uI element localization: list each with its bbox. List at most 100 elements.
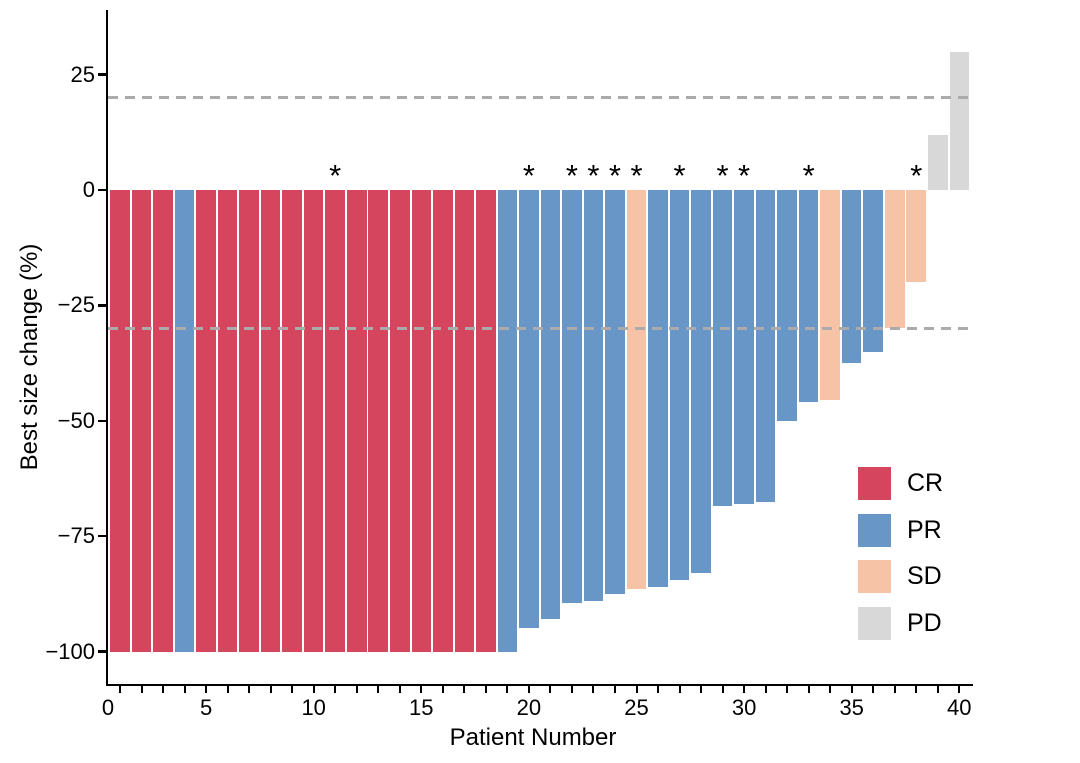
x-tick-26 [657, 686, 660, 693]
x-tick-label-30: 30 [731, 695, 757, 720]
x-tick-2 [140, 686, 143, 693]
x-tick-21 [549, 686, 552, 693]
legend: CR PR SD PD [858, 467, 943, 653]
bar-patient-6 [217, 190, 238, 652]
asterisk-patient-22: * [565, 158, 578, 193]
y-tick-label--100: −100 [45, 638, 95, 664]
bar-patient-18 [476, 190, 496, 652]
x-tick-label-10: 10 [301, 695, 326, 720]
x-tick-20 [527, 686, 530, 693]
x-tick-30 [743, 686, 746, 693]
x-tick-31 [764, 686, 767, 693]
y-axis-line [105, 10, 108, 686]
x-tick-40 [958, 686, 961, 693]
asterisk-patient-11: * [329, 158, 342, 193]
x-tick-label-20: 20 [516, 695, 542, 720]
x-tick-24 [613, 686, 616, 693]
x-tick-1 [119, 686, 122, 693]
x-tick-25 [635, 686, 638, 693]
x-axis-line [105, 683, 973, 686]
x-tick-27 [678, 686, 681, 693]
asterisk-patient-30: * [738, 158, 751, 193]
x-tick-14 [398, 686, 401, 693]
bar-patient-22 [562, 190, 582, 604]
asterisk-patient-25: * [630, 158, 643, 193]
x-tick-label-35: 35 [839, 695, 864, 720]
bar-patient-31 [755, 190, 776, 502]
bar-patient-1 [110, 190, 130, 652]
x-tick-5 [205, 686, 208, 693]
bar-patient-16 [433, 190, 453, 652]
reference-line-20 [108, 96, 968, 100]
x-tick-12 [355, 686, 358, 693]
x-tick-label-15: 15 [409, 695, 434, 720]
asterisk-patient-33: * [802, 158, 815, 193]
x-tick-19 [506, 686, 509, 693]
y-axis-title: Best size change (%) [16, 243, 43, 471]
legend-label-pd: PD [907, 608, 942, 637]
bar-patient-3 [153, 190, 173, 652]
legend-item-sd: SD [858, 560, 943, 593]
bar-patient-20 [519, 190, 539, 629]
x-tick-34 [829, 686, 832, 693]
bar-patient-13 [368, 190, 389, 652]
bar-patient-26 [648, 190, 668, 587]
bar-patient-35 [841, 190, 862, 364]
bar-patient-15 [411, 190, 432, 652]
bar-patient-28 [691, 190, 711, 574]
asterisk-patient-38: * [910, 158, 923, 193]
bar-patient-40 [949, 51, 970, 190]
x-tick-9 [291, 686, 294, 693]
legend-swatch-pr [858, 513, 891, 547]
bar-patient-29 [712, 190, 733, 507]
x-tick-15 [420, 686, 423, 693]
legend-label-sd: SD [907, 562, 942, 590]
bar-patient-32 [777, 190, 797, 421]
y-tick-label--75: −75 [57, 523, 95, 549]
asterisk-patient-20: * [522, 158, 535, 193]
bar-patient-23 [583, 190, 604, 601]
y-tick-label--25: −25 [57, 292, 95, 318]
x-tick-28 [700, 686, 703, 693]
bar-patient-14 [389, 190, 410, 652]
x-tick-16 [441, 686, 444, 693]
bar-patient-24 [605, 190, 625, 594]
bar-patient-7 [239, 190, 259, 652]
bar-patient-19 [497, 190, 518, 652]
bar-patient-10 [303, 190, 324, 652]
legend-label-cr: CR [907, 469, 944, 497]
bar-patient-12 [346, 190, 367, 652]
x-tick-10 [312, 686, 315, 693]
legend-label-pr: PR [907, 515, 942, 544]
bar-patient-27 [669, 190, 690, 580]
x-tick-6 [226, 686, 229, 693]
y-tick--50 [98, 419, 106, 422]
y-tick-label-0: 0 [82, 177, 95, 202]
x-tick-13 [377, 686, 380, 693]
bar-patient-36 [863, 190, 883, 352]
x-tick-22 [570, 686, 573, 693]
x-tick-39 [936, 686, 939, 693]
bar-patient-30 [734, 190, 754, 504]
x-tick-4 [183, 686, 186, 693]
bar-patient-21 [540, 190, 561, 620]
x-tick-7 [248, 686, 251, 693]
bar-patient-17 [454, 190, 475, 652]
x-tick-label-0: 0 [101, 695, 115, 720]
asterisk-patient-23: * [587, 158, 600, 193]
x-tick-17 [463, 686, 466, 693]
bar-patient-38 [906, 190, 927, 283]
asterisk-patient-24: * [608, 158, 621, 193]
y-tick--25 [98, 304, 106, 307]
x-tick-11 [334, 686, 337, 693]
y-tick-label--50: −50 [57, 407, 95, 433]
asterisk-patient-29: * [716, 158, 729, 193]
legend-item-pr: PR [858, 513, 943, 547]
bar-patient-33 [798, 190, 819, 403]
y-tick-0 [98, 188, 106, 192]
x-tick-38 [915, 686, 918, 693]
x-tick-23 [592, 686, 595, 693]
y-tick--100 [98, 650, 106, 653]
x-tick-29 [721, 686, 724, 693]
y-tick-label-25: 25 [70, 61, 95, 87]
